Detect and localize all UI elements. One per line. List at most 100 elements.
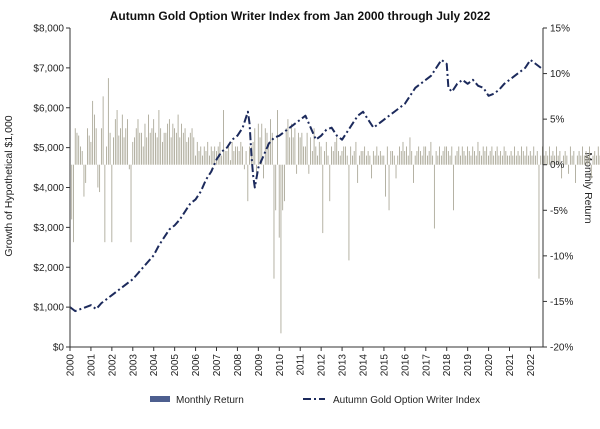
bar-monthly-return xyxy=(348,164,350,261)
bar-monthly-return xyxy=(297,132,299,165)
bar-monthly-return xyxy=(418,146,420,165)
bar-monthly-return xyxy=(120,128,121,165)
bar-monthly-return xyxy=(209,155,210,165)
bar-monthly-return xyxy=(282,164,284,211)
bar-monthly-return xyxy=(127,119,128,165)
y-tick-label: $2,000 xyxy=(33,263,64,274)
bar-monthly-return xyxy=(500,151,502,165)
x-tick-label: 2009 xyxy=(254,354,265,377)
bar-monthly-return xyxy=(130,164,132,243)
bar-monthly-return xyxy=(273,164,275,279)
bar-monthly-return xyxy=(508,155,510,165)
bar-monthly-return xyxy=(587,155,589,165)
bar-monthly-return xyxy=(474,151,475,165)
bar-monthly-return xyxy=(97,164,99,188)
bar-monthly-return xyxy=(498,155,500,165)
bar-monthly-return xyxy=(395,164,397,179)
bar-monthly-return xyxy=(430,141,432,165)
bar-monthly-return xyxy=(528,155,529,165)
bar-monthly-return xyxy=(420,151,421,165)
bar-monthly-return xyxy=(590,164,592,179)
bar-monthly-return xyxy=(569,146,571,165)
bar-monthly-return xyxy=(156,137,158,165)
bar-monthly-return xyxy=(236,146,238,165)
bar-monthly-return xyxy=(367,151,369,165)
bar-monthly-return xyxy=(292,137,294,165)
bar-monthly-return xyxy=(501,155,503,165)
bar-monthly-return xyxy=(538,164,540,279)
bar-monthly-return xyxy=(458,146,460,165)
bar-monthly-return xyxy=(503,146,505,165)
bar-monthly-return xyxy=(114,119,116,165)
bar-monthly-return xyxy=(465,155,467,165)
bar-monthly-return xyxy=(256,164,257,174)
bar-monthly-return xyxy=(261,123,263,165)
bar-monthly-return xyxy=(360,151,362,165)
bar-monthly-return xyxy=(536,151,538,165)
bar-monthly-return xyxy=(510,151,512,165)
bar-monthly-return xyxy=(90,141,92,165)
bar-monthly-return xyxy=(343,146,345,165)
bar-monthly-return xyxy=(451,146,453,165)
bar-monthly-return xyxy=(379,151,381,165)
y2-tick-label: 0% xyxy=(550,160,565,171)
bar-monthly-return xyxy=(409,137,411,165)
monthly-return-bars xyxy=(69,78,600,334)
bar-monthly-return xyxy=(371,164,373,179)
bar-monthly-return xyxy=(350,146,352,165)
x-tick-label: 2020 xyxy=(484,354,495,377)
bar-monthly-return xyxy=(515,155,517,165)
bar-monthly-return xyxy=(104,164,106,243)
bar-monthly-return xyxy=(223,110,224,165)
bar-monthly-return xyxy=(181,123,182,165)
bar-monthly-return xyxy=(491,146,493,165)
bar-monthly-return xyxy=(191,128,193,165)
x-tick-label: 2021 xyxy=(505,354,516,377)
bar-monthly-return xyxy=(76,132,78,165)
bar-monthly-return xyxy=(102,96,104,165)
y2-tick-label: -10% xyxy=(550,251,573,262)
y2-tick-label: 10% xyxy=(550,69,570,80)
bar-monthly-return xyxy=(165,132,167,165)
y2-tick-label: -20% xyxy=(550,343,573,354)
bar-monthly-return xyxy=(372,151,374,165)
index-line xyxy=(69,58,542,313)
bar-monthly-return xyxy=(257,123,259,165)
bar-monthly-return xyxy=(573,151,575,165)
bar-monthly-return xyxy=(123,137,125,165)
bar-monthly-return xyxy=(188,137,189,165)
bar-monthly-return xyxy=(207,141,209,165)
bar-monthly-return xyxy=(125,128,127,165)
x-tick-label: 2013 xyxy=(338,354,349,377)
bar-monthly-return xyxy=(193,137,195,165)
bar-monthly-return xyxy=(345,146,346,165)
bar-monthly-return xyxy=(472,146,474,165)
legend: Monthly Return Autumn Gold Option Writer… xyxy=(150,395,480,406)
bar-monthly-return xyxy=(453,164,454,211)
bar-monthly-return xyxy=(74,128,76,165)
bar-monthly-return xyxy=(425,146,427,165)
bar-monthly-return xyxy=(163,132,165,165)
bar-monthly-return xyxy=(113,137,114,165)
bar-monthly-return xyxy=(325,141,327,165)
bar-monthly-return xyxy=(331,146,332,165)
bar-monthly-return xyxy=(87,128,88,165)
bar-monthly-return xyxy=(533,146,535,165)
bar-monthly-return xyxy=(135,128,137,165)
bar-monthly-return xyxy=(456,151,458,165)
bar-monthly-return xyxy=(301,132,303,165)
bar-monthly-return xyxy=(149,132,151,165)
bar-monthly-return xyxy=(315,146,317,165)
bar-monthly-return xyxy=(578,151,580,165)
legend-label-monthly-return: Monthly Return xyxy=(176,395,244,406)
bar-monthly-return xyxy=(479,151,481,165)
bar-monthly-return xyxy=(78,135,80,165)
bar-monthly-return xyxy=(494,151,496,165)
bar-monthly-return xyxy=(198,151,200,165)
bar-monthly-return xyxy=(507,155,508,165)
bar-monthly-return xyxy=(284,164,285,202)
bar-monthly-return xyxy=(259,137,261,165)
bar-monthly-return xyxy=(318,141,320,165)
x-tick-label: 2005 xyxy=(170,354,181,377)
